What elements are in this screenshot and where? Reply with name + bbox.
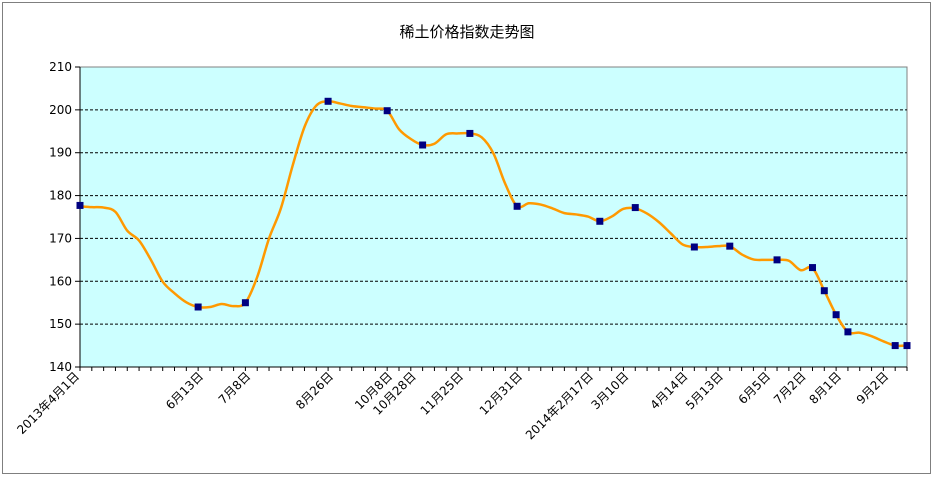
x-axis: 2013年4月1日 6月13日 7月8日 8月26日 10月8日10月28日11月25日… <box>14 366 908 442</box>
y-tick-label: 180 <box>49 189 72 203</box>
x-tick-label: 2014年2月17日 <box>523 369 596 442</box>
data-point-marker <box>903 342 911 350</box>
y-axis: 140 150 160 170 180 190 200 210 <box>49 60 81 374</box>
y-tick-label: 140 <box>49 360 72 374</box>
x-tick-label: 7月2日 <box>771 369 809 407</box>
x-tick-label: 5月13日 <box>683 369 726 412</box>
x-tick-label: 4月14日 <box>647 369 690 412</box>
series-line <box>79 99 908 348</box>
x-tick-label: 8月26日 <box>293 369 336 412</box>
data-point-marker <box>820 287 828 295</box>
x-tick-label: 12月31日 <box>477 369 525 417</box>
plot-area <box>79 66 908 368</box>
data-point-marker <box>631 204 639 212</box>
data-point-marker <box>690 243 698 251</box>
y-tick-label: 210 <box>49 60 72 74</box>
x-tick-label: 8月1日 <box>806 369 844 407</box>
data-point-marker <box>596 217 604 225</box>
data-point-marker <box>513 202 521 210</box>
data-point-marker <box>832 311 840 319</box>
data-point-marker <box>241 299 249 307</box>
data-point-marker <box>324 97 332 105</box>
x-tick-label: 7月8日 <box>216 369 254 407</box>
data-point-marker <box>773 256 781 264</box>
data-point-marker <box>844 328 852 336</box>
x-tick-label: 2013年4月1日 <box>14 369 82 437</box>
data-point-marker <box>419 141 427 149</box>
x-tick-label: 3月10日 <box>588 369 631 412</box>
data-point-marker <box>76 201 84 209</box>
x-tick-label: 9月2日 <box>854 369 892 407</box>
data-point-marker <box>726 242 734 250</box>
data-point-marker <box>383 107 391 115</box>
data-point-marker <box>466 129 474 137</box>
y-tick-label: 160 <box>49 274 72 288</box>
y-tick-label: 200 <box>49 103 72 117</box>
x-tick-label: 6月13日 <box>163 369 206 412</box>
y-tick-label: 190 <box>49 146 72 160</box>
chart-title: 稀土价格指数走势图 <box>399 23 534 41</box>
y-tick-label: 150 <box>49 317 72 331</box>
x-tick-label: 6月5日 <box>736 369 774 407</box>
series-line-group <box>79 99 908 348</box>
data-point-marker <box>194 303 202 311</box>
y-tick-label: 170 <box>49 231 72 245</box>
gridlines <box>80 109 907 325</box>
data-point-marker <box>891 342 899 350</box>
x-tick-label: 11月25日 <box>418 369 466 417</box>
data-point-marker <box>808 264 816 272</box>
marker-group <box>76 97 911 350</box>
